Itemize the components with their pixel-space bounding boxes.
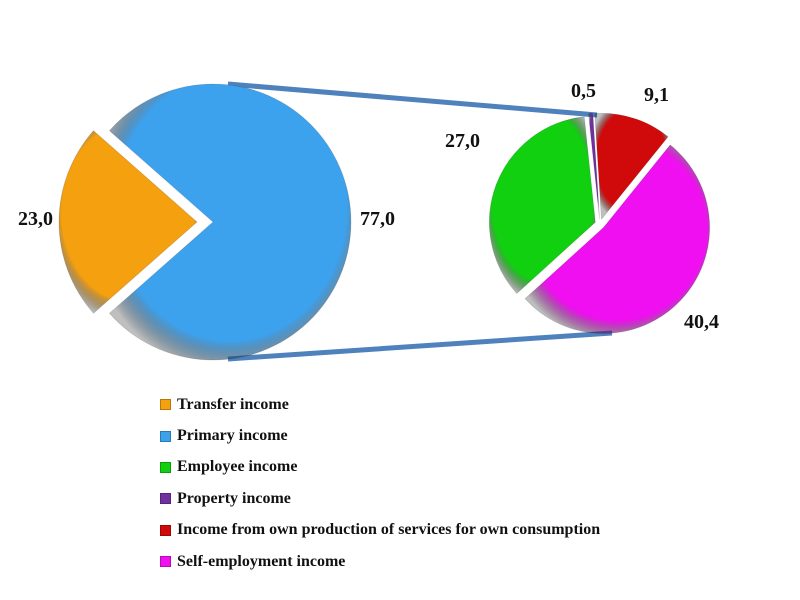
- data-label-transfer: 23,0: [18, 208, 53, 230]
- legend-item-employee: Employee income: [160, 452, 600, 483]
- legend-swatch: [160, 461, 171, 473]
- connector-line-top: [227, 81, 598, 118]
- legend-swatch: [160, 399, 171, 411]
- connector-line-bottom: [227, 330, 613, 362]
- legend-label: Property income: [177, 489, 291, 507]
- pie-slice-self-employment-income: [524, 144, 711, 334]
- legend-label: Self-employment income: [177, 552, 346, 570]
- legend-swatch: [160, 493, 171, 505]
- legend-item-primary: Primary income: [160, 420, 600, 451]
- data-label-self-employment: 40,4: [684, 311, 719, 333]
- pie-slice-transfer-income: [58, 130, 198, 314]
- pie-slice-primary-income: [108, 83, 352, 361]
- legend-item-self-employment: Self-employment income: [160, 546, 600, 577]
- legend-swatch: [160, 524, 171, 536]
- pie-slice-employee-income: [488, 116, 596, 295]
- legend-item-property: Property income: [160, 483, 600, 514]
- legend-swatch: [160, 556, 171, 568]
- data-label-property: 0,5: [571, 80, 596, 102]
- pie-slice-income-from-own-production-of-services-for-own-consumption: [594, 112, 669, 221]
- data-label-employee: 27,0: [445, 130, 480, 152]
- legend-item-own-production: Income from own production of services f…: [160, 515, 600, 546]
- legend-item-transfer: Transfer income: [160, 389, 600, 420]
- data-label-primary: 77,0: [360, 208, 395, 230]
- pie-slice-property-income: [588, 112, 600, 220]
- legend-label: Primary income: [177, 427, 288, 445]
- legend-label: Transfer income: [177, 395, 289, 413]
- legend: Transfer income Primary income Employee …: [160, 389, 600, 577]
- legend-label: Employee income: [177, 458, 298, 476]
- legend-swatch: [160, 430, 171, 442]
- legend-label: Income from own production of services f…: [177, 521, 601, 539]
- data-label-own-production: 9,1: [644, 84, 669, 106]
